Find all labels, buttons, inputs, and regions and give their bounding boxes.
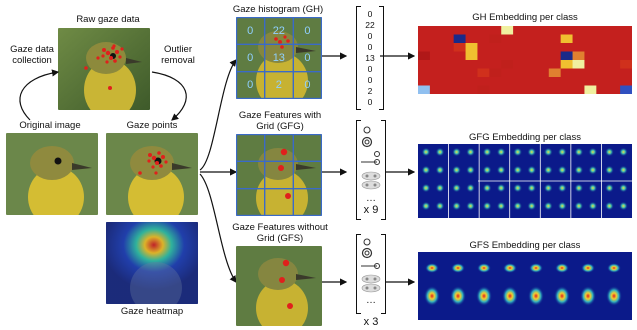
- gfg-image: [236, 134, 322, 216]
- raw-gaze-data-label: Raw gaze data: [76, 14, 140, 25]
- gh-vector-value: 2: [367, 86, 373, 96]
- gh-embedding-image: [418, 26, 633, 95]
- hist-cell-1: 22: [272, 24, 285, 37]
- hist-cell-3: 0: [247, 51, 254, 64]
- hist-cell-4: 13: [272, 51, 285, 64]
- gfs-ellipsis: …: [366, 295, 376, 306]
- raw-gaze-image: [58, 28, 150, 110]
- network-icon: [361, 238, 381, 293]
- hist-cell-2: 0: [304, 24, 311, 37]
- gaze-histogram-image: 0 22 0 0 13 0 0 2 0: [236, 17, 322, 99]
- gh-vector-value: 0: [367, 64, 373, 74]
- gfg-label: Gaze Features with Grid (GFG): [238, 110, 322, 132]
- gaze-points-label: Gaze points: [126, 120, 178, 131]
- hist-cell-8: 0: [304, 79, 311, 92]
- gfg-embedding-label: GFG Embedding per class: [469, 132, 581, 143]
- gfs-embedding-label: GFS Embedding per class: [469, 240, 581, 251]
- original-image-label: Original image: [19, 120, 81, 131]
- hist-cell-7: 2: [275, 79, 282, 92]
- gfs-label: Gaze Features without Grid (GFS): [232, 222, 328, 244]
- outlier-removal-label: Outlier removal: [161, 44, 195, 66]
- hist-cell-0: 0: [247, 24, 254, 37]
- gfs-multiplier: x 3: [363, 316, 379, 328]
- gh-vector-value: 13: [365, 53, 375, 63]
- gh-vector-value: 0: [367, 31, 373, 41]
- gfs-embedding-image: [418, 252, 632, 320]
- gfg-multiplier: x 9: [363, 204, 379, 216]
- network-icon: [361, 126, 381, 190]
- gaze-data-collection-label: Gaze data collection: [10, 44, 54, 66]
- gfg-ellipsis: …: [366, 193, 376, 204]
- gh-vector-value: 22: [365, 20, 375, 30]
- gaze-points-image: [106, 133, 198, 215]
- gaze-heatmap-label: Gaze heatmap: [120, 306, 184, 317]
- gh-embedding-label: GH Embedding per class: [472, 12, 578, 23]
- gh-vector-value: 0: [367, 42, 373, 52]
- gh-vector-value: 0: [367, 9, 373, 19]
- hist-cell-5: 0: [304, 51, 311, 64]
- gfs-network: …: [356, 234, 386, 314]
- gfg-network: …: [356, 120, 386, 220]
- original-image: [6, 133, 98, 215]
- gh-vector-value: 0: [367, 75, 373, 85]
- gfs-image: [236, 246, 322, 326]
- gaze-heatmap-image: [106, 222, 198, 304]
- hist-cell-6: 0: [247, 79, 254, 92]
- gfg-embedding-image: [418, 144, 632, 218]
- gh-vector-value: 0: [367, 97, 373, 107]
- gh-vector: 0 22 0 0 13 0 0 2 0: [356, 6, 384, 110]
- gaze-histogram-label: Gaze histogram (GH): [232, 4, 324, 15]
